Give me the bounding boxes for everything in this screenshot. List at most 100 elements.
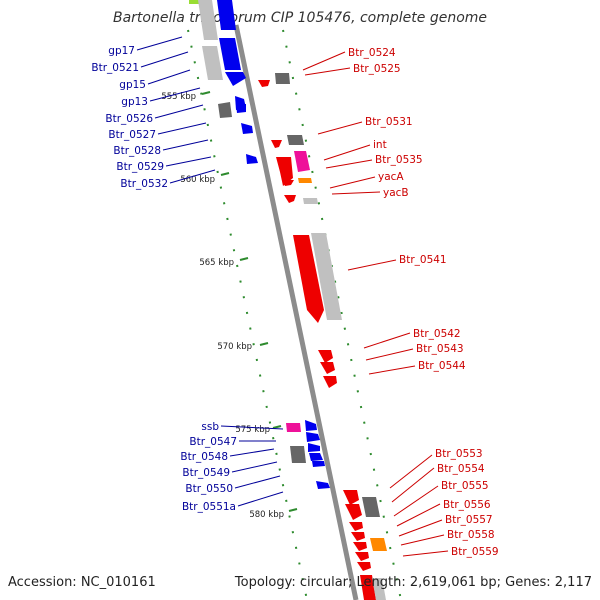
scale-tick xyxy=(201,91,211,95)
gene-feature-grey xyxy=(202,46,223,80)
left-gene-labels: gp17 Btr_0521 gp15 gp13 Btr_0526 Btr_052… xyxy=(91,45,237,513)
gene-feature-forward xyxy=(236,104,246,113)
gene-feature-pseudo xyxy=(287,135,304,145)
gene-label[interactable]: gp17 xyxy=(108,45,135,57)
scale-label-560: 560 kbp xyxy=(180,175,215,185)
gene-label[interactable]: yacA xyxy=(378,171,404,183)
leader-line xyxy=(329,176,376,189)
leader-line xyxy=(331,191,381,195)
gene-label[interactable]: int xyxy=(373,139,387,151)
leader-line xyxy=(149,87,201,102)
gene-label[interactable]: Btr_0529 xyxy=(116,161,164,173)
scale-tick xyxy=(259,342,269,346)
gene-label[interactable]: gp15 xyxy=(119,79,146,91)
gene-label[interactable]: Btr_0556 xyxy=(443,499,491,511)
gene-label[interactable]: Btr_0544 xyxy=(418,360,466,372)
gene-feature-forward xyxy=(306,432,320,442)
gene-label[interactable]: Btr_0550 xyxy=(185,483,233,495)
gene-label[interactable]: Btr_0547 xyxy=(189,436,237,448)
right-gene-labels: Btr_0524 Btr_0525 Btr_0531 int Btr_0535 … xyxy=(348,47,499,558)
leader-line xyxy=(229,448,275,457)
gene-label[interactable]: Btr_0559 xyxy=(451,546,499,558)
gene-feature-reverse xyxy=(360,575,376,600)
gene-feature-forward xyxy=(309,453,323,461)
gene-label[interactable]: Btr_0549 xyxy=(182,467,230,479)
leader-line xyxy=(391,467,435,503)
leader-line xyxy=(304,67,351,76)
gene-label[interactable]: Btr_0527 xyxy=(108,129,156,141)
leader-line xyxy=(220,425,284,430)
gene-feature-reverse xyxy=(353,542,367,551)
gene-feature-grey xyxy=(198,0,218,40)
scale-tick xyxy=(272,425,282,429)
scale-label-570: 570 kbp xyxy=(217,342,252,352)
scale-tick xyxy=(288,508,298,512)
gene-label[interactable]: Btr_0526 xyxy=(105,113,153,125)
leader-line xyxy=(165,156,212,167)
gene-feature-pseudo xyxy=(218,102,232,118)
gene-label[interactable]: yacB xyxy=(383,187,409,199)
scale-label-555: 555 kbp xyxy=(161,92,196,102)
scale-label-575: 575 kbp xyxy=(235,425,270,435)
ruler-tracks xyxy=(187,29,402,600)
gene-feature-reverse xyxy=(345,504,362,520)
gene-label[interactable]: Btr_0528 xyxy=(113,145,161,157)
scale-tick xyxy=(239,257,249,261)
leader-line xyxy=(237,491,284,507)
gene-feature-forward xyxy=(225,72,246,86)
gene-label[interactable]: ssb xyxy=(201,421,219,433)
gene-label[interactable]: Btr_0532 xyxy=(120,178,168,190)
leader-line xyxy=(365,348,414,361)
gene-feature-magenta xyxy=(286,423,301,432)
leader-line xyxy=(136,36,183,51)
gene-label[interactable]: Btr_0543 xyxy=(416,343,464,355)
gene-feature-forward xyxy=(246,154,258,164)
gene-label[interactable]: Btr_0555 xyxy=(441,480,489,492)
gene-label[interactable]: Btr_0557 xyxy=(445,514,493,526)
leader-line xyxy=(368,365,416,375)
right-leader-lines xyxy=(302,51,449,557)
leader-line xyxy=(154,104,204,119)
gene-feature-orange xyxy=(370,538,387,551)
leader-line xyxy=(402,550,449,557)
gene-feature-reverse xyxy=(357,562,371,571)
accession-text: Accession: NC_010161 xyxy=(8,575,156,590)
gene-label[interactable]: Btr_0524 xyxy=(348,47,396,59)
gene-feature-grey-large xyxy=(311,233,342,320)
gene-feature-reverse xyxy=(320,362,335,374)
gene-label[interactable]: Btr_0553 xyxy=(435,448,483,460)
gene-label[interactable]: Btr_0542 xyxy=(413,328,461,340)
gene-feature-forward xyxy=(316,481,330,489)
leader-line xyxy=(347,259,397,271)
gene-feature-forward xyxy=(219,38,241,70)
gene-feature-grey xyxy=(372,578,386,600)
gene-feature-magenta xyxy=(294,151,310,172)
gene-label[interactable]: Btr_0548 xyxy=(180,451,228,463)
gene-label[interactable]: Btr_0525 xyxy=(353,63,401,75)
gene-label[interactable]: Btr_0558 xyxy=(447,529,495,541)
inner-ruler-track xyxy=(187,29,308,600)
map-title: Bartonella tribocorum CIP 105476, comple… xyxy=(113,10,487,26)
gene-label[interactable]: Btr_0535 xyxy=(375,154,423,166)
gene-feature-pseudo xyxy=(362,497,380,517)
gene-label[interactable]: Btr_0551a xyxy=(182,501,236,513)
leader-line xyxy=(393,485,439,517)
gene-feature-reverse xyxy=(349,522,363,531)
gene-feature-reverse xyxy=(276,157,293,186)
leader-line xyxy=(400,534,445,546)
genome-summary-text: Topology: circular; Length: 2,619,061 bp… xyxy=(234,575,592,590)
gene-label[interactable]: Btr_0541 xyxy=(399,254,447,266)
gene-label[interactable]: Btr_0521 xyxy=(91,62,139,74)
scale-ticks: 555 kbp 560 kbp 565 kbp 570 kbp 575 kbp … xyxy=(161,91,298,520)
left-leader-lines xyxy=(136,36,284,507)
gene-feature-pseudo xyxy=(275,73,290,84)
gene-label[interactable]: Btr_0554 xyxy=(437,463,485,475)
gene-feature-reverse xyxy=(351,532,365,541)
leader-line xyxy=(157,122,207,135)
scale-label-565: 565 kbp xyxy=(199,258,234,268)
gene-label[interactable]: gp13 xyxy=(121,96,148,108)
gene-feature-reverse xyxy=(271,140,282,148)
gene-label[interactable]: Btr_0531 xyxy=(365,116,413,128)
scale-label-580: 580 kbp xyxy=(249,510,284,520)
gene-feature-forward xyxy=(241,123,253,134)
